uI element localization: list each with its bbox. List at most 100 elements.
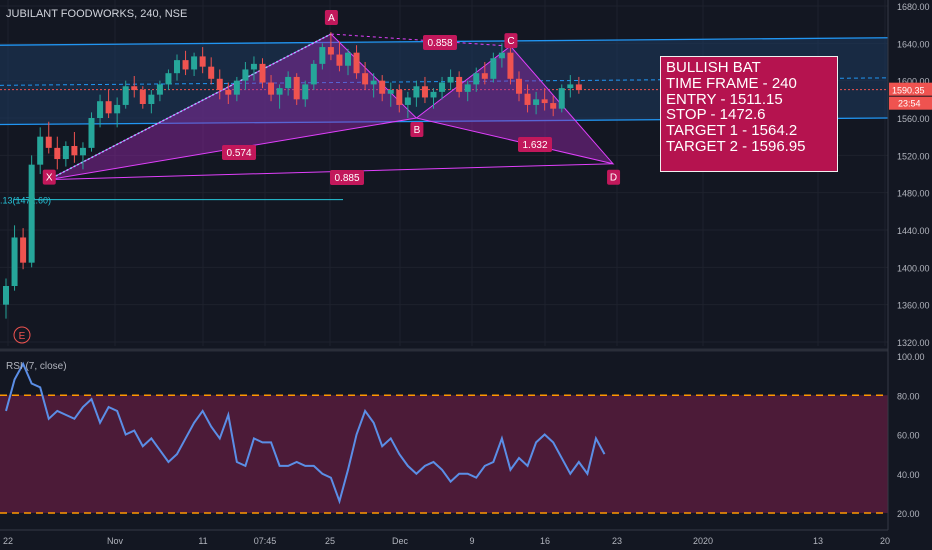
candle-body	[541, 99, 548, 104]
time-tick-label: Nov	[107, 536, 124, 546]
point-label-b-bg	[410, 122, 424, 137]
candle-body	[156, 84, 163, 95]
last-price-tag	[889, 82, 932, 96]
candle-body	[216, 78, 223, 90]
point-label-x-bg	[42, 169, 56, 185]
time-axis[interactable]: 22 Nov 11 07:45 25 Dec 9 16 23 2020 13 20	[0, 529, 890, 550]
candle-body	[439, 82, 446, 92]
rsi-tick-label: 40.00	[897, 470, 920, 480]
point-label-c: C	[507, 36, 514, 47]
rsi-pane[interactable]: RSI (7, close)	[0, 361, 888, 514]
time-tick-label: 2020	[693, 536, 713, 546]
candle-body	[516, 78, 522, 94]
candle-body	[208, 66, 215, 79]
candle-body	[310, 63, 317, 85]
countdown-value: 23:54	[898, 99, 921, 109]
candle-body	[550, 103, 557, 109]
candle-body	[387, 90, 394, 94]
candle-body	[507, 52, 514, 79]
candle-body	[319, 47, 326, 64]
time-tick-label: Dec	[392, 536, 409, 546]
candle-body	[79, 147, 86, 156]
candle-body	[379, 80, 386, 94]
price-tick-label: 1320.00	[897, 338, 930, 348]
candle-body	[165, 73, 172, 85]
price-tick-label: 1440.00	[897, 226, 930, 236]
countdown-tag	[889, 96, 932, 110]
time-tick-label: 22	[3, 536, 13, 546]
price-pane[interactable]: .13(1472.60) X A B C D 0.574 0.858 1.632 0.885 E…	[0, 0, 889, 346]
markers: E	[13, 326, 31, 344]
candle-body	[293, 76, 300, 100]
candle-body	[182, 60, 189, 70]
candle-body	[71, 146, 78, 156]
point-label-a-bg	[324, 10, 338, 25]
candle-body	[362, 73, 369, 85]
price-axis[interactable]: 1680.00 1640.00 1600.00 1560.00 1520.00 1480.…	[887, 0, 932, 550]
candle-body	[345, 52, 351, 66]
candle-body	[567, 84, 574, 89]
channel-mid-line	[0, 77, 889, 86]
time-axis-bg	[0, 530, 888, 550]
event-marker-label: E	[19, 331, 26, 342]
info-line-pattern: BULLISH BAT	[666, 59, 761, 76]
candle-body	[148, 94, 155, 104]
candle-body	[524, 93, 531, 105]
candle-body	[122, 86, 129, 105]
candle-body	[498, 52, 505, 59]
point-label-x: X	[46, 173, 53, 184]
candle-body	[413, 86, 420, 98]
ratio-label: 0.885	[334, 173, 359, 184]
candle-body	[199, 56, 206, 67]
candle-body	[370, 80, 377, 85]
point-label-d: D	[610, 173, 617, 184]
time-tick-label: 9	[469, 536, 474, 546]
ratio-label: 1.632	[522, 140, 547, 151]
candle-body	[276, 88, 283, 95]
point-label-a: A	[328, 13, 335, 24]
rsi-tick-label: 20.00	[897, 509, 920, 519]
rsi-tick-label: 100.00	[897, 352, 925, 362]
info-line-target1: TARGET 1 - 1564.2	[666, 122, 798, 140]
candle-body	[105, 101, 112, 114]
candle-body	[11, 237, 18, 286]
candle-body	[191, 56, 198, 70]
pattern-labels: X A B C D 0.574 0.858 1.632 0.885	[42, 10, 621, 185]
time-tick-label: 20	[880, 536, 890, 546]
candle-body	[54, 147, 61, 160]
candle-body	[28, 164, 35, 263]
candle-body	[464, 84, 471, 92]
candle-body	[533, 99, 540, 105]
time-tick-label: 07:45	[254, 536, 277, 546]
ratio-label-bg	[423, 35, 457, 50]
candle-body	[473, 73, 480, 85]
candle-body	[88, 118, 95, 148]
ratio-label: 0.858	[427, 38, 452, 49]
rsi-tick-label: 80.00	[897, 391, 920, 401]
time-tick-label: 16	[540, 536, 550, 546]
price-tick-label: 1520.00	[897, 151, 930, 161]
candle-body	[421, 86, 428, 98]
rsi-band	[0, 395, 888, 513]
candle-body	[336, 54, 343, 66]
candle-body	[396, 90, 403, 105]
time-tick-label: 13	[813, 536, 823, 546]
candle-body	[37, 136, 44, 165]
point-label-d-bg	[607, 169, 621, 185]
candle-body	[404, 97, 411, 105]
chart-title: JUBILANT FOODWORKS, 240, NSE	[6, 8, 187, 20]
price-tick-label: 1360.00	[897, 301, 930, 311]
candle-body	[490, 58, 497, 79]
time-tick-label: 23	[612, 536, 622, 546]
candle-body	[97, 101, 104, 118]
candle-body	[20, 237, 27, 263]
candle-body	[174, 60, 180, 74]
price-tick-label: 1560.00	[897, 114, 930, 124]
candle-body	[285, 76, 292, 89]
pattern-info-box: BULLISH BAT TIME FRAME - 240 ENTRY - 151…	[660, 56, 838, 172]
candle-body	[447, 76, 454, 83]
candle-body	[131, 86, 138, 90]
ratio-label: 0.574	[226, 148, 251, 159]
candle-body	[62, 146, 69, 160]
candle-body	[3, 286, 9, 305]
